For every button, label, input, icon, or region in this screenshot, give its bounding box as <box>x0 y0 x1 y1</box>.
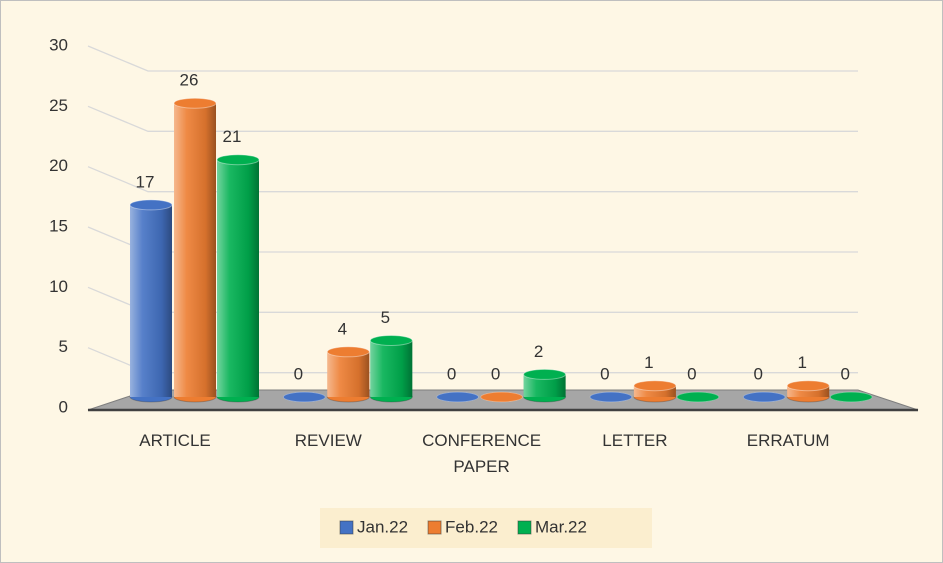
data-label: 0 <box>294 364 303 383</box>
bar <box>829 391 873 403</box>
bar-top <box>369 335 413 346</box>
bar-top <box>436 391 480 403</box>
bar <box>369 335 413 403</box>
bar <box>173 97 217 403</box>
bar-top <box>523 368 567 380</box>
bar <box>676 391 720 403</box>
grid-line <box>87 166 858 193</box>
bar <box>633 380 677 403</box>
bar-top <box>786 380 830 392</box>
data-label: 1 <box>797 353 806 372</box>
bar <box>282 391 326 403</box>
data-label: 4 <box>338 319 347 338</box>
bar <box>436 391 480 403</box>
bar-shade <box>130 204 172 397</box>
data-label: 0 <box>600 364 609 383</box>
y-tick-label: 10 <box>49 277 68 296</box>
data-label: 17 <box>136 172 155 191</box>
x-tick-label: LETTER <box>602 431 668 450</box>
data-label: 0 <box>753 364 762 383</box>
y-tick-label: 5 <box>59 337 68 356</box>
bar-shade <box>523 374 566 397</box>
bar-top <box>216 154 260 166</box>
bar-top <box>829 391 873 403</box>
y-tick-label: 0 <box>59 397 68 416</box>
legend-label: Mar.22 <box>535 517 587 536</box>
y-tick-label: 30 <box>49 35 68 54</box>
bar-top <box>480 391 524 403</box>
bar-top <box>282 391 326 403</box>
data-label: 26 <box>180 71 199 90</box>
y-tick-label: 20 <box>49 156 68 175</box>
data-label: 0 <box>491 364 500 383</box>
bar-shade <box>327 351 370 397</box>
bar-top <box>742 391 786 403</box>
legend-swatch <box>427 520 442 535</box>
data-label: 1 <box>644 353 653 372</box>
bar-top <box>633 380 677 392</box>
bar-shade <box>174 103 216 397</box>
bar <box>742 391 786 403</box>
y-tick-label: 15 <box>49 216 68 235</box>
bar <box>129 199 173 403</box>
data-label: 0 <box>687 364 696 383</box>
bar <box>480 391 524 403</box>
data-label: 2 <box>534 342 543 361</box>
data-label: 5 <box>381 308 390 327</box>
bar-top <box>326 346 370 358</box>
bar <box>786 380 830 403</box>
bar-shade <box>633 385 676 397</box>
legend-swatch <box>339 520 354 535</box>
bar-shade <box>217 159 259 397</box>
x-tick-label: ERRATUM <box>746 431 830 450</box>
bar-top <box>173 97 217 109</box>
data-label: 0 <box>447 364 456 383</box>
y-tick-label: 25 <box>49 96 68 115</box>
bar-shade <box>787 385 830 397</box>
bar <box>589 391 633 403</box>
legend-label: Feb.22 <box>445 517 498 536</box>
bar-top <box>129 199 173 211</box>
data-label: 0 <box>840 364 849 383</box>
bar <box>326 346 370 403</box>
legend-box <box>320 508 652 548</box>
bar <box>523 368 567 403</box>
grid-line <box>87 105 858 132</box>
bar-shade <box>370 340 413 397</box>
x-tick-label: REVIEW <box>294 431 362 450</box>
x-tick-label: CONFERENCE PAPER <box>422 431 542 476</box>
data-label: 21 <box>223 127 242 146</box>
bar-top <box>589 391 633 403</box>
grid-line <box>87 45 858 72</box>
bar-top <box>676 391 720 403</box>
legend-label: Jan.22 <box>357 517 408 536</box>
bar <box>216 154 260 403</box>
legend-swatch <box>517 520 532 535</box>
x-tick-label: ARTICLE <box>139 431 211 450</box>
